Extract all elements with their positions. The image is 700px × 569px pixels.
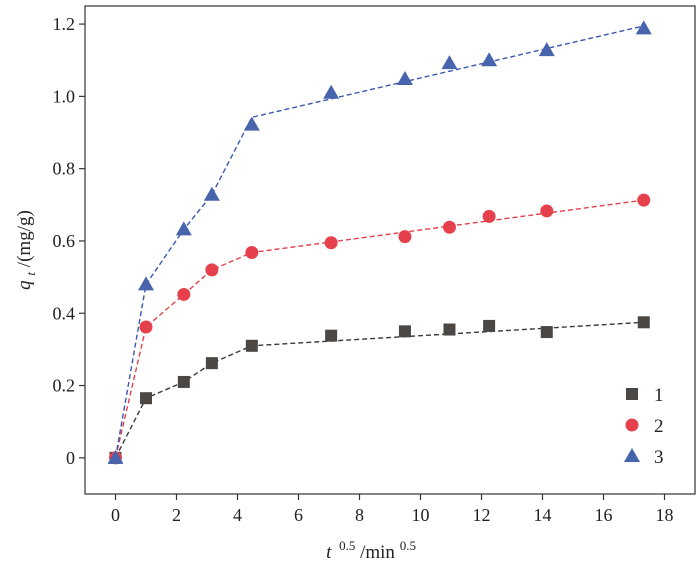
x-tick-label: 6 (294, 505, 303, 525)
y-axis-label-sub: t (23, 272, 38, 276)
legend-marker-3 (624, 448, 640, 462)
data-point-series-2 (177, 287, 191, 301)
x-tick-label: 4 (233, 505, 242, 525)
x-tick-label: 14 (534, 505, 552, 525)
data-point-series-3 (538, 42, 555, 57)
legend-label-1: 1 (654, 385, 664, 406)
data-point-series-3 (203, 186, 220, 201)
x-axis-label-sup2: 0.5 (400, 538, 416, 553)
data-point-series-1 (443, 323, 456, 336)
x-tick-label: 2 (172, 505, 181, 525)
y-axis-label: q t /(mg/g) (14, 210, 40, 290)
data-point-series-3 (107, 449, 124, 464)
data-point-series-1 (540, 326, 553, 339)
data-point-series-1 (637, 316, 650, 329)
x-tick-label: 0 (111, 505, 120, 525)
legend-label-2: 2 (654, 416, 664, 437)
data-point-series-1 (398, 325, 411, 338)
data-point-series-1 (205, 357, 218, 370)
data-point-series-2 (139, 320, 153, 334)
x-axis-label: t 0.5 /min 0.5 (326, 534, 416, 563)
data-point-series-2 (637, 193, 651, 207)
plot-frame (84, 5, 696, 495)
y-tick-label: 0.4 (53, 303, 76, 323)
data-point-series-1 (325, 329, 338, 342)
x-tick-label: 8 (355, 505, 364, 525)
data-markers (107, 20, 652, 465)
y-tick-label: 1.2 (53, 14, 76, 34)
x-axis-label-main: t (326, 542, 332, 563)
x-axis: 0 2 4 6 8 10 12 14 16 18 (111, 494, 674, 525)
x-tick-label: 12 (473, 505, 491, 525)
data-point-series-3 (396, 71, 413, 86)
legend-marker-1 (626, 388, 638, 400)
x-axis-label-sup1: 0.5 (339, 538, 355, 553)
data-point-series-3 (481, 52, 498, 67)
data-point-series-1 (483, 319, 496, 332)
data-point-series-2 (205, 263, 219, 277)
y-tick-label: 0.6 (53, 231, 76, 251)
data-point-series-1 (140, 392, 152, 405)
data-point-series-2 (442, 220, 456, 234)
y-tick-label: 0.8 (53, 159, 76, 179)
x-tick-label: 18 (656, 505, 674, 525)
y-axis: 0 0.2 0.4 0.6 0.8 1.0 1.2 (53, 14, 85, 468)
fit-line-series-3 (114, 25, 644, 458)
y-tick-label: 0 (66, 448, 75, 468)
data-point-series-1 (245, 339, 258, 352)
data-point-series-2 (324, 236, 338, 250)
x-axis-label-mid: /min (360, 542, 395, 563)
fit-lines (114, 25, 644, 459)
data-point-series-3 (243, 116, 260, 131)
legend-marker-2 (625, 418, 639, 432)
legend: 1 2 3 (624, 385, 664, 468)
data-point-series-3 (441, 55, 458, 70)
y-axis-label-main: q (14, 280, 35, 290)
data-point-series-2 (245, 246, 259, 260)
y-tick-label: 1.0 (53, 86, 76, 106)
data-point-series-2 (398, 230, 412, 244)
data-point-series-3 (635, 20, 652, 35)
y-axis-label-unit: /(mg/g) (14, 210, 35, 267)
fit-line-series-2 (114, 199, 644, 459)
fit-line-series-1 (114, 321, 644, 459)
data-point-series-3 (138, 276, 154, 291)
legend-label-3: 3 (654, 447, 664, 468)
data-point-series-2 (540, 204, 554, 218)
x-tick-label: 16 (595, 505, 613, 525)
data-point-series-3 (175, 221, 192, 236)
x-tick-label: 10 (412, 505, 430, 525)
data-point-series-2 (482, 209, 496, 223)
data-point-series-1 (177, 375, 190, 388)
y-tick-label: 0.2 (53, 376, 76, 396)
data-point-series-3 (323, 84, 340, 99)
